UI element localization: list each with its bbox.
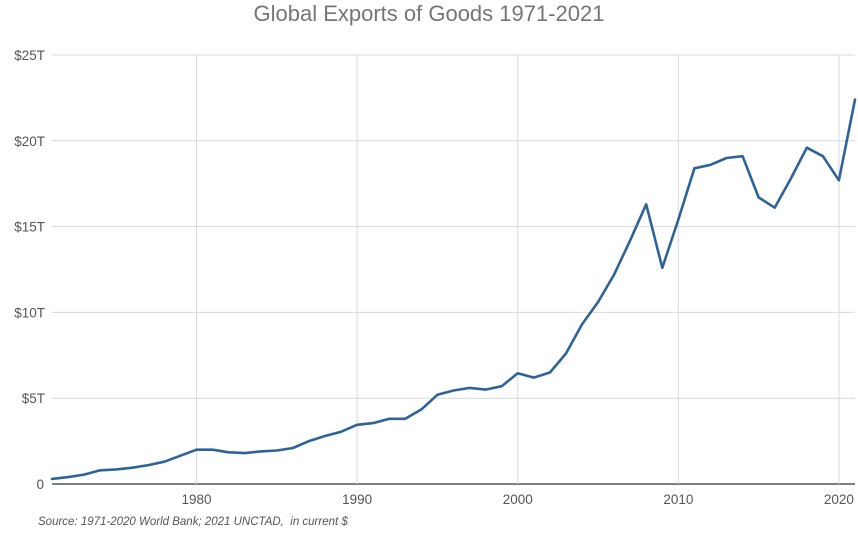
data-point	[340, 431, 342, 433]
data-point	[565, 352, 567, 354]
data-point	[211, 449, 213, 451]
data-point	[581, 323, 583, 325]
data-point	[597, 301, 599, 303]
data-point	[533, 376, 535, 378]
data-point	[67, 476, 69, 478]
data-point	[388, 418, 390, 420]
data-point	[115, 468, 117, 470]
data-point	[645, 203, 647, 205]
chart-title: Global Exports of Goods 1971-2021	[253, 1, 605, 26]
data-point	[661, 267, 663, 269]
y-tick-label: $25T	[14, 48, 45, 63]
data-point	[452, 389, 454, 391]
data-point	[420, 408, 422, 410]
data-point	[677, 219, 679, 221]
data-point	[757, 196, 759, 198]
data-point	[549, 371, 551, 373]
data-point	[725, 157, 727, 159]
data-point	[372, 422, 374, 424]
x-tick-label: 2010	[663, 492, 693, 507]
data-point	[517, 372, 519, 374]
data-point	[260, 450, 262, 452]
data-point	[163, 461, 165, 463]
data-point	[822, 155, 824, 157]
data-point	[228, 451, 230, 453]
series-layer	[50, 98, 857, 481]
x-tick-label: 2000	[503, 492, 533, 507]
data-point	[276, 449, 278, 451]
axis-layer: 0 $5T $10T $15T $20T $25T 1980 1990 2000 2010 2020	[14, 48, 854, 507]
data-point	[806, 147, 808, 149]
data-point	[436, 394, 438, 396]
data-point	[356, 424, 358, 426]
data-point	[51, 478, 53, 480]
data-point	[131, 467, 133, 469]
data-point	[468, 387, 470, 389]
data-point	[147, 464, 149, 466]
data-point	[308, 440, 310, 442]
y-tick-label: $15T	[14, 220, 45, 235]
data-point	[709, 164, 711, 166]
data-point	[790, 177, 792, 179]
data-point	[83, 473, 85, 475]
data-point	[179, 455, 181, 457]
grid-layer	[52, 54, 855, 485]
data-point	[854, 98, 856, 100]
y-tick-label: $5T	[22, 391, 45, 406]
data-point	[741, 155, 743, 157]
data-point	[292, 447, 294, 449]
data-point	[404, 418, 406, 420]
x-tick-label: 1990	[342, 492, 372, 507]
data-point	[629, 239, 631, 241]
y-tick-label: $20T	[14, 134, 45, 149]
data-point	[613, 273, 615, 275]
data-point	[838, 179, 840, 181]
data-point	[693, 167, 695, 169]
data-point	[484, 388, 486, 390]
data-point	[774, 207, 776, 209]
source-note: Source: 1971-2020 World Bank; 2021 UNCTA…	[38, 516, 348, 528]
data-point	[324, 435, 326, 437]
x-tick-label: 1980	[182, 492, 212, 507]
series-line	[50, 98, 857, 481]
data-point	[99, 469, 101, 471]
y-tick-label: $10T	[14, 305, 45, 320]
data-point	[244, 452, 246, 454]
data-point	[195, 449, 197, 451]
x-tick-label: 2020	[824, 492, 854, 507]
data-point	[501, 385, 503, 387]
y-tick-label: 0	[36, 477, 44, 492]
